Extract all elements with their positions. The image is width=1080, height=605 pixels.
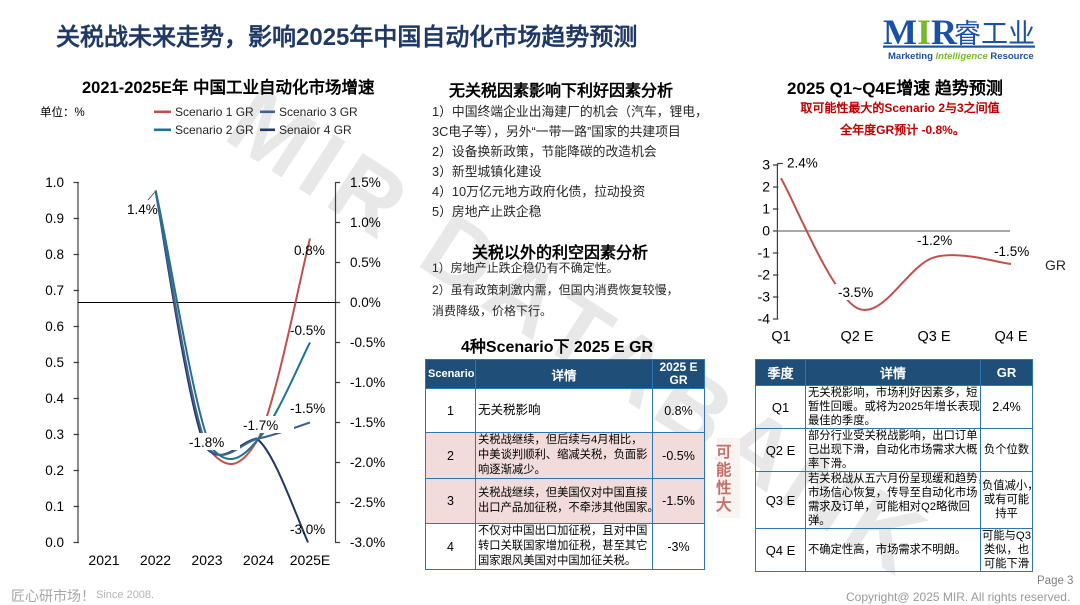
- svg-text:0.2: 0.2: [45, 463, 64, 478]
- svg-text:0.5: 0.5: [45, 355, 64, 370]
- svg-text:0.8%: 0.8%: [294, 243, 325, 258]
- svg-text:0.9: 0.9: [45, 211, 64, 226]
- svg-text:-4: -4: [758, 311, 771, 327]
- svg-text:0.1: 0.1: [45, 499, 64, 514]
- svg-text:0.0: 0.0: [45, 535, 64, 550]
- svg-text:Scenario 3 GR: Scenario 3 GR: [279, 105, 358, 119]
- svg-text:Q3 E: Q3 E: [917, 329, 950, 345]
- svg-text:Scenario 1 GR: Scenario 1 GR: [175, 105, 254, 119]
- svg-text:2022: 2022: [140, 552, 171, 568]
- svg-text:2: 2: [762, 179, 770, 195]
- svg-text:-3.5%: -3.5%: [838, 285, 873, 300]
- svg-text:2.4%: 2.4%: [787, 156, 818, 171]
- svg-text:0.7: 0.7: [45, 283, 64, 298]
- svg-text:-3: -3: [758, 289, 771, 305]
- svg-text:2021: 2021: [88, 552, 119, 568]
- svg-text:-1.0%: -1.0%: [350, 375, 385, 390]
- svg-text:-0.5%: -0.5%: [290, 323, 325, 338]
- svg-text:0.8: 0.8: [45, 247, 64, 262]
- svg-text:1.4%: 1.4%: [127, 202, 158, 217]
- svg-text:1: 1: [762, 201, 770, 217]
- svg-text:Q1: Q1: [771, 329, 790, 345]
- svg-text:Senaior 4 GR: Senaior 4 GR: [279, 123, 352, 137]
- svg-text:-0.5%: -0.5%: [350, 335, 385, 350]
- svg-text:-1.5%: -1.5%: [994, 244, 1029, 259]
- svg-text:睿工业: 睿工业: [954, 19, 1035, 49]
- svg-text:3: 3: [762, 157, 770, 173]
- svg-text:-1: -1: [758, 245, 771, 261]
- svg-text:2024: 2024: [243, 552, 274, 568]
- svg-text:1.0%: 1.0%: [350, 215, 381, 230]
- svg-text:2025E: 2025E: [290, 552, 330, 568]
- svg-text:MIR: MIR: [883, 12, 958, 52]
- svg-text:0: 0: [762, 223, 770, 239]
- svg-text:GR: GR: [1045, 257, 1066, 273]
- svg-text:1.0: 1.0: [45, 175, 64, 190]
- svg-text:0.3: 0.3: [45, 427, 64, 442]
- svg-text:-2.5%: -2.5%: [350, 495, 385, 510]
- svg-text:Q4 E: Q4 E: [994, 329, 1027, 345]
- svg-text:-1.8%: -1.8%: [189, 435, 224, 450]
- svg-text:-2.0%: -2.0%: [350, 455, 385, 470]
- svg-text:-1.5%: -1.5%: [350, 415, 385, 430]
- svg-text:-3.0%: -3.0%: [350, 535, 385, 550]
- svg-text:0.5%: 0.5%: [350, 255, 381, 270]
- svg-text:Scenario 2 GR: Scenario 2 GR: [175, 123, 254, 137]
- svg-text:0.4: 0.4: [45, 391, 64, 406]
- svg-text:-1.2%: -1.2%: [917, 233, 952, 248]
- svg-text:-3.0%: -3.0%: [290, 522, 325, 537]
- svg-text:-1.7%: -1.7%: [243, 418, 278, 433]
- svg-text:0.0%: 0.0%: [350, 295, 381, 310]
- svg-text:1.5%: 1.5%: [350, 175, 381, 190]
- svg-text:-1.5%: -1.5%: [290, 401, 325, 416]
- svg-text:0.6: 0.6: [45, 319, 64, 334]
- svg-text:Q2 E: Q2 E: [840, 329, 873, 345]
- svg-text:-2: -2: [758, 267, 771, 283]
- svg-text:2023: 2023: [191, 552, 222, 568]
- svg-text:Marketing Intelligence Resourc: Marketing Intelligence Resource: [888, 51, 1034, 62]
